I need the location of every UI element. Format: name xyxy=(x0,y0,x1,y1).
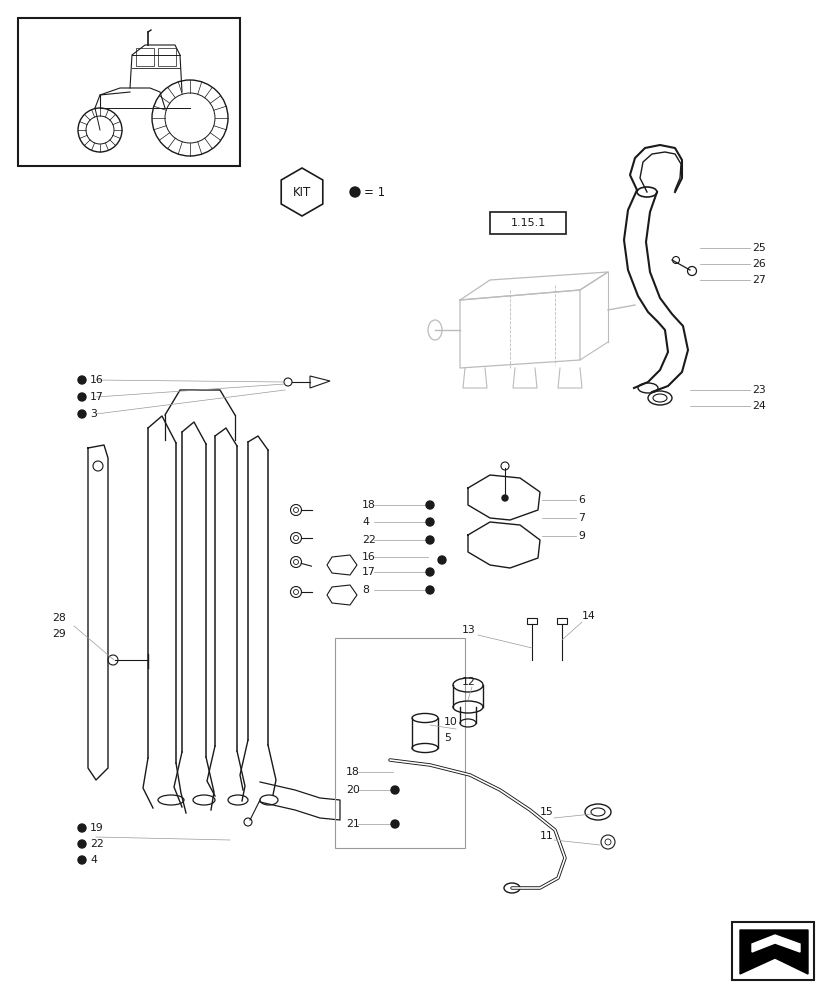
Bar xyxy=(335,638,465,848)
Bar xyxy=(526,618,537,624)
Text: 17: 17 xyxy=(361,567,375,577)
Text: 26: 26 xyxy=(751,259,765,269)
Text: 7: 7 xyxy=(577,513,584,523)
Circle shape xyxy=(425,536,433,544)
Text: 4: 4 xyxy=(90,855,97,865)
Polygon shape xyxy=(739,930,807,974)
Text: 1.15.1: 1.15.1 xyxy=(509,218,545,228)
Text: 29: 29 xyxy=(52,629,65,639)
Circle shape xyxy=(437,556,446,564)
Circle shape xyxy=(425,568,433,576)
Circle shape xyxy=(78,376,86,384)
Text: 19: 19 xyxy=(90,823,103,833)
Text: 4: 4 xyxy=(361,517,369,527)
Text: 3: 3 xyxy=(90,409,97,419)
Circle shape xyxy=(390,820,399,828)
Circle shape xyxy=(425,501,433,509)
Bar xyxy=(136,48,154,66)
Circle shape xyxy=(350,187,360,197)
Text: 6: 6 xyxy=(577,495,584,505)
Text: 13: 13 xyxy=(461,625,476,635)
Text: = 1: = 1 xyxy=(364,186,385,198)
Text: 9: 9 xyxy=(577,531,584,541)
Circle shape xyxy=(78,410,86,418)
Text: 18: 18 xyxy=(346,767,359,777)
Circle shape xyxy=(78,393,86,401)
Circle shape xyxy=(78,856,86,864)
Bar xyxy=(557,618,566,624)
Text: 17: 17 xyxy=(90,392,103,402)
Text: 21: 21 xyxy=(346,819,359,829)
Text: 15: 15 xyxy=(539,807,553,817)
Text: 10: 10 xyxy=(443,717,457,727)
Text: 27: 27 xyxy=(751,275,765,285)
Text: 18: 18 xyxy=(361,500,375,510)
Text: 28: 28 xyxy=(52,613,65,623)
Text: 25: 25 xyxy=(751,243,765,253)
Circle shape xyxy=(78,840,86,848)
Circle shape xyxy=(425,586,433,594)
Text: 24: 24 xyxy=(751,401,765,411)
Circle shape xyxy=(78,824,86,832)
Text: 14: 14 xyxy=(581,611,595,621)
Polygon shape xyxy=(751,935,799,952)
Circle shape xyxy=(390,786,399,794)
Circle shape xyxy=(425,518,433,526)
Text: 20: 20 xyxy=(346,785,360,795)
Text: 5: 5 xyxy=(443,733,451,743)
Text: 11: 11 xyxy=(539,831,553,841)
Text: 22: 22 xyxy=(90,839,103,849)
Bar xyxy=(490,212,566,234)
Text: 12: 12 xyxy=(461,677,476,687)
Bar xyxy=(731,922,813,980)
Bar xyxy=(18,18,240,166)
Text: 16: 16 xyxy=(90,375,103,385)
Bar xyxy=(158,48,176,66)
Text: 8: 8 xyxy=(361,585,369,595)
Text: 22: 22 xyxy=(361,535,375,545)
Text: KIT: KIT xyxy=(293,186,311,198)
Text: 23: 23 xyxy=(751,385,765,395)
Text: 16: 16 xyxy=(361,552,375,562)
Circle shape xyxy=(501,495,508,501)
